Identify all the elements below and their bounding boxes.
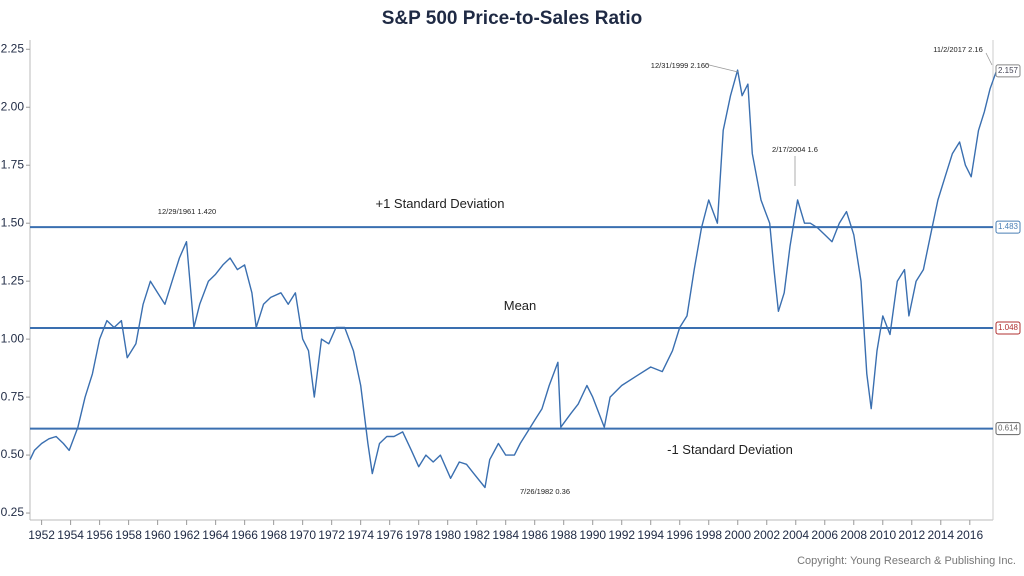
x-tick-label: 1990	[579, 528, 606, 542]
x-tick-label: 1962	[173, 528, 200, 542]
y-tick-label: 2.00	[1, 99, 25, 113]
annotation: 12/31/1999 2.160	[651, 61, 709, 70]
x-tick-label: 1972	[318, 528, 345, 542]
x-tick-label: 1954	[57, 528, 84, 542]
series-line	[29, 69, 998, 489]
annotation: 11/2/2017 2.16	[933, 45, 983, 54]
annotation: 12/29/1961 1.420	[158, 207, 216, 216]
x-tick-label: 1996	[666, 528, 693, 542]
x-tick-label: 1986	[521, 528, 548, 542]
x-tick-label: 1966	[231, 528, 258, 542]
x-tick-label: 1974	[347, 528, 374, 542]
reference-label: Mean	[504, 298, 537, 313]
x-tick-label: 1976	[376, 528, 403, 542]
y-tick-label: 1.00	[1, 331, 25, 345]
value-box-label: 1.483	[998, 222, 1019, 231]
y-tick-label: 1.25	[1, 273, 25, 287]
x-tick-label: 1958	[115, 528, 142, 542]
x-tick-label: 2008	[840, 528, 867, 542]
y-tick-label: 0.75	[1, 389, 25, 403]
annotation: 2/17/2004 1.6	[772, 145, 818, 154]
x-tick-label: 2006	[811, 528, 838, 542]
reference-label: -1 Standard Deviation	[667, 442, 793, 457]
x-tick-label: 1982	[463, 528, 490, 542]
x-tick-label: 2014	[927, 528, 954, 542]
x-tick-label: 1988	[550, 528, 577, 542]
annotation-leader	[704, 63, 739, 73]
x-tick-label: 1992	[608, 528, 635, 542]
source: Copyright: Young Research & Publishing I…	[797, 555, 1016, 567]
x-tick-label: 2002	[753, 528, 780, 542]
x-tick-label: 1952	[28, 528, 55, 542]
x-tick-label: 2000	[724, 528, 751, 542]
x-tick-label: 2012	[898, 528, 925, 542]
x-tick-label: 2016	[956, 528, 983, 542]
value-box	[995, 422, 1021, 436]
y-tick-label: 0.50	[1, 447, 25, 461]
value-box-label: 2.157	[998, 66, 1019, 75]
annotation-leader	[985, 52, 993, 66]
x-tick-label: 1984	[492, 528, 519, 542]
y-tick-label: 1.75	[1, 157, 25, 171]
x-tick-label: 1964	[202, 528, 229, 542]
x-tick-label: 2004	[782, 528, 809, 542]
value-box	[995, 321, 1021, 335]
y-tick-label: 0.25	[1, 505, 25, 519]
x-tick-label: 1994	[637, 528, 664, 542]
x-tick-label: 1998	[695, 528, 722, 542]
x-tick-label: 1968	[260, 528, 287, 542]
value-box-label: 0.614	[998, 424, 1019, 433]
x-tick-label: 1960	[144, 528, 171, 542]
y-tick-label: 1.50	[1, 215, 25, 229]
value-box	[995, 220, 1021, 234]
y-tick-label: 2.25	[1, 41, 25, 55]
x-tick-label: 2010	[869, 528, 896, 542]
x-tick-label: 1980	[434, 528, 461, 542]
x-tick-label: 1978	[405, 528, 432, 542]
value-box-label: 1.048	[998, 323, 1019, 332]
x-tick-label: 1970	[289, 528, 316, 542]
x-tick-label: 1956	[86, 528, 113, 542]
annotation: 7/26/1982 0.36	[520, 487, 570, 496]
chart-title: S&P 500 Price-to-Sales Ratio	[382, 8, 642, 29]
value-box	[995, 64, 1021, 78]
reference-label: +1 Standard Deviation	[375, 196, 504, 211]
